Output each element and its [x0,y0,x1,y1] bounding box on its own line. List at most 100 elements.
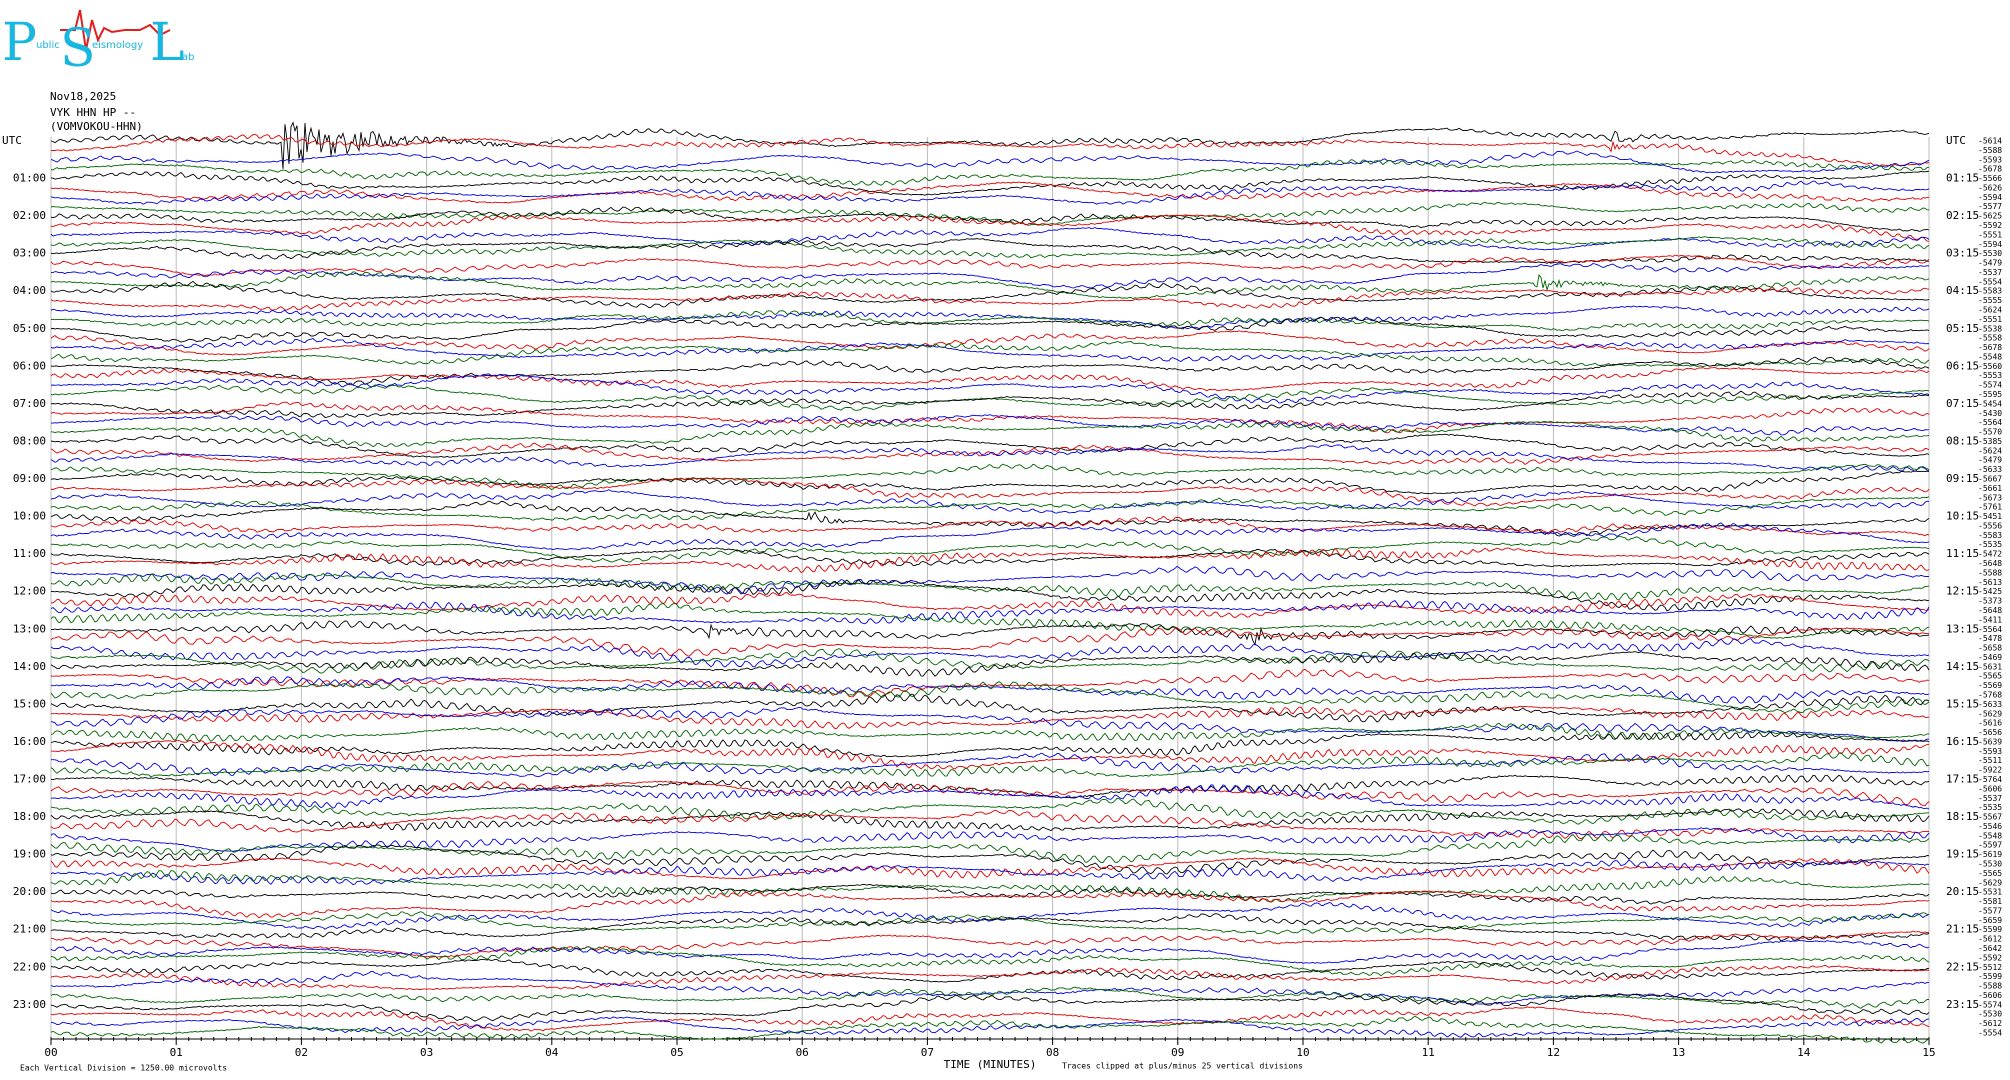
right-time-label: 21:15 [1946,923,1979,936]
grid [50,137,1930,1045]
trace-offset: -5599 [1978,972,2002,981]
right-time-label: 09:15 [1946,472,1979,485]
trace-offset: -5613 [1978,578,2002,587]
x-tick-label: 14 [1797,1046,1811,1059]
labels: 00 01 02 03 04 05 06 07 08 09 10 11 12 13 14 15 UTC 01:00… [2,134,2002,1059]
left-time-label: 08:00 [13,434,46,447]
trace [50,774,1930,799]
trace-offset: -5430 [1978,409,2002,418]
trace-offset: -5530 [1978,1010,2002,1019]
trace [50,602,1930,639]
trace [50,579,1930,612]
trace-offset: -5530 [1978,859,2002,868]
right-time-label: 15:15 [1946,697,1979,710]
trace-offset: -5535 [1978,540,2002,549]
trace-offset: -5530 [1978,249,2002,258]
trace [50,421,1930,448]
trace-offset: -5560 [1978,362,2002,371]
trace [50,780,1930,807]
trace [50,133,1930,167]
trace [50,1006,1930,1032]
left-time-label: 10:00 [13,510,46,523]
trace-offset: -5633 [1978,465,2002,474]
trace [50,305,1930,330]
logo-wave [60,9,171,51]
trace-offset: -5594 [1978,193,2002,202]
x-tick-label: 12 [1547,1046,1560,1059]
trace-offset: -5667 [1978,475,2002,484]
trace [50,214,1930,242]
trace [50,731,1930,758]
trace [50,857,1930,880]
trace-offset: -5626 [1978,183,2002,192]
trace-offset: -5614 [1978,137,2002,146]
right-time-label: UTC [1946,134,1966,147]
trace [50,913,1930,942]
right-time-label: 12:15 [1946,585,1979,598]
trace-offset: -5581 [1978,897,2002,906]
trace [50,500,1930,537]
trace-offset: -5554 [1978,1029,2002,1038]
trace [50,330,1930,356]
left-time-label: 01:00 [13,172,46,185]
channel: (VOMVOKOU-HHN) [50,120,143,133]
trace-offset: -5425 [1978,587,2002,596]
trace-offset: -5592 [1978,221,2002,230]
trace [50,739,1929,770]
trace [50,159,1930,186]
trace [50,911,1930,935]
trace [50,254,1930,277]
left-time-label: 02:00 [13,209,46,222]
trace [50,401,1930,434]
left-time-label: 21:00 [13,923,46,936]
trace [50,227,1930,251]
trace [50,1015,1930,1044]
trace-offset: -5639 [1978,737,2002,746]
trace-offset: -5583 [1978,531,2002,540]
trace [50,515,1930,537]
trace [50,592,1930,619]
x-tick-label: 06 [796,1046,809,1059]
trace-offset: -5554 [1978,277,2002,286]
trace [50,433,1930,458]
left-time-label: 16:00 [13,735,46,748]
trace [50,638,1930,668]
trace-offset: -5556 [1978,521,2002,530]
x-tick-label: 04 [545,1046,559,1059]
right-time-label: 23:15 [1946,998,1979,1011]
trace [50,238,1930,264]
trace [50,752,1930,778]
trace [50,600,1930,625]
trace [50,627,1930,657]
trace [50,883,1930,905]
left-time-label: 11:00 [13,547,46,560]
logo: P ublic S eismology L ab [2,9,194,79]
trace [50,414,1930,436]
trace [50,444,1930,472]
trace-offset: -5583 [1978,287,2002,296]
trace [50,620,1930,646]
x-tick-label: 00 [44,1046,57,1059]
left-time-label: 14:00 [13,660,46,673]
trace [51,310,1930,332]
left-time-label: 06:00 [13,359,46,372]
trace [50,522,1930,551]
left-time-label: 13:00 [13,622,46,635]
trace [50,834,1930,864]
trace [50,280,1930,309]
right-time-label: 10:15 [1946,510,1979,523]
trace [50,547,1930,574]
trace [50,366,1930,392]
left-time-label: 05:00 [13,322,46,335]
trace-offset: -5922 [1978,766,2002,775]
trace [50,489,1930,514]
right-time-label: 08:15 [1946,434,1979,447]
trace-offset: -5659 [1978,916,2002,925]
x-tick-label: 03 [420,1046,433,1059]
footer-scale: Each Vertical Division = 1250.00 microvo… [20,1064,227,1073]
trace-offset: -5629 [1978,878,2002,887]
trace [50,693,1930,723]
trace-offset: -5594 [1978,240,2002,249]
trace [50,808,1930,832]
right-time-label: 18:15 [1946,810,1979,823]
